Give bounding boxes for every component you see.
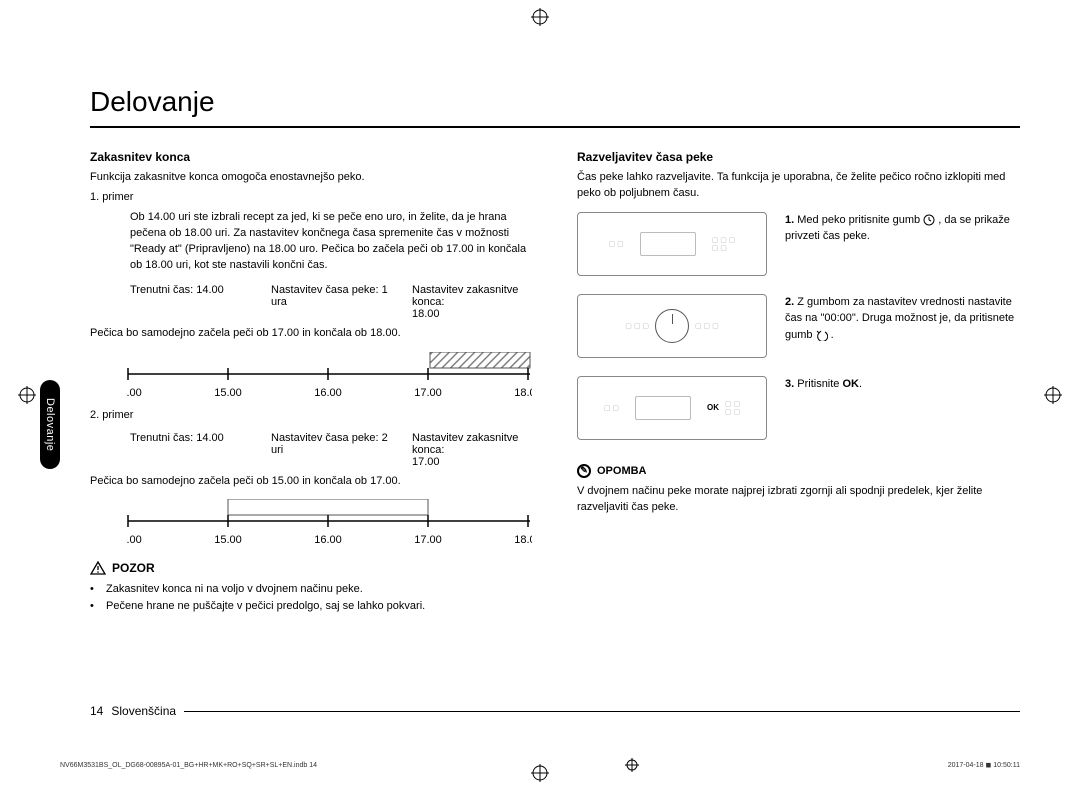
note-heading: ✎ OPOMBA <box>577 464 1020 478</box>
example2-label: 2. primer <box>90 408 533 424</box>
svg-text:18.00: 18.00 <box>514 534 532 546</box>
step-3-row: ▢ ▢ OK ▢ ▢▢ ▢ 3. Pritisnite OK. <box>577 376 1020 440</box>
step-3-num: 3. <box>785 378 794 390</box>
timeline-1: 14.00 15.00 16.00 17.00 18.00 <box>126 352 532 400</box>
left-heading: Zakasnitev konca <box>90 150 533 164</box>
control-panel-2: ▢ ▢ ▢ ▢ ▢ ▢ <box>577 294 767 358</box>
right-column: Razveljavitev časa peke Čas peke lahko r… <box>577 150 1020 614</box>
control-panel-3: ▢ ▢ OK ▢ ▢▢ ▢ <box>577 376 767 440</box>
crop-mark-footer <box>625 758 639 772</box>
right-intro: Čas peke lahko razveljavite. Ta funkcija… <box>577 170 1020 202</box>
right-heading: Razveljavitev časa peke <box>577 150 1020 164</box>
step-2-row: ▢ ▢ ▢ ▢ ▢ ▢ 2. Z gumbom za nastavitev vr… <box>577 294 1020 358</box>
left-column: Zakasnitev konca Funkcija zakasnitve kon… <box>90 150 533 614</box>
step-3-text-a: Pritisnite <box>797 378 842 390</box>
svg-text:14.00: 14.00 <box>126 534 142 546</box>
imprint-bar: NV66M3531BS_OL_DG68-00895A-01_BG+HR+MK+R… <box>60 758 1020 772</box>
note-icon: ✎ <box>577 464 591 478</box>
imprint-filename: NV66M3531BS_OL_DG68-00895A-01_BG+HR+MK+R… <box>60 762 317 769</box>
step-1-row: ▢ ▢ ▢ ▢ ▢▢ ▢ 1. Med peko pritisnite gumb… <box>577 212 1020 276</box>
imprint-timestamp: 2017-04-18 ◼ 10:50:11 <box>948 761 1020 769</box>
crop-mark-left <box>18 386 36 404</box>
step-2-num: 2. <box>785 296 794 308</box>
footer-language: Slovenščina <box>111 704 176 718</box>
side-tab: Delovanje <box>40 380 60 469</box>
ex2-current-time: Trenutni čas: 14.00 <box>130 432 251 468</box>
svg-text:16.00: 16.00 <box>314 534 342 546</box>
example1-settings: Trenutni čas: 14.00 Nastavitev časa peke… <box>130 284 533 320</box>
ex2-delay: Nastavitev zakasnitve konca: 17.00 <box>412 432 533 468</box>
note-body: V dvojnem načinu peke morate najprej izb… <box>577 484 1020 516</box>
caution-heading: POZOR <box>90 561 533 575</box>
timeline-2: 14.00 15.00 16.00 17.00 18.00 <box>126 499 532 547</box>
page-title: Delovanje <box>90 86 1020 128</box>
example1-label: 1. primer <box>90 190 533 206</box>
ex1-cook-time: Nastavitev časa peke: 1 ura <box>271 284 392 320</box>
crop-mark-right <box>1044 386 1062 404</box>
svg-text:14.00: 14.00 <box>126 387 142 399</box>
back-icon <box>816 329 828 341</box>
left-intro: Funkcija zakasnitve konca omogoča enosta… <box>90 170 533 186</box>
step-3-text-b: . <box>859 378 862 390</box>
caution-item-1: •Zakasnitev konca ni na voljo v dvojnem … <box>90 581 533 598</box>
warning-icon <box>90 561 106 575</box>
clock-icon <box>923 214 935 226</box>
step-1-num: 1. <box>785 214 794 226</box>
page-footer: 14 Slovenščina <box>90 704 1020 718</box>
svg-text:15.00: 15.00 <box>214 387 242 399</box>
svg-text:18.00: 18.00 <box>514 387 532 399</box>
example2-result: Pečica bo samodejno začela peči ob 15.00… <box>90 474 533 490</box>
step-3-ok: OK <box>843 378 860 390</box>
ex2-delay-label: Nastavitev zakasnitve konca: <box>412 432 518 456</box>
ex2-delay-value: 17.00 <box>412 456 440 468</box>
svg-text:15.00: 15.00 <box>214 534 242 546</box>
step-1-text-a: Med peko pritisnite gumb <box>797 214 920 226</box>
svg-text:17.00: 17.00 <box>414 534 442 546</box>
example2-settings: Trenutni čas: 14.00 Nastavitev časa peke… <box>130 432 533 468</box>
ex2-cook-time: Nastavitev časa peke: 2 uri <box>271 432 392 468</box>
step-2-text-b: . <box>831 329 834 341</box>
ex1-delay-value: 18.00 <box>412 308 440 320</box>
caution-item-2: •Pečene hrane ne puščajte v pečici predo… <box>90 598 533 615</box>
svg-text:16.00: 16.00 <box>314 387 342 399</box>
ex1-delay: Nastavitev zakasnitve konca: 18.00 <box>412 284 533 320</box>
svg-text:17.00: 17.00 <box>414 387 442 399</box>
page-number: 14 <box>90 704 103 718</box>
caution-label: POZOR <box>112 561 155 575</box>
example1-body: Ob 14.00 uri ste izbrali recept za jed, … <box>130 210 533 274</box>
control-panel-1: ▢ ▢ ▢ ▢ ▢▢ ▢ <box>577 212 767 276</box>
ex1-current-time: Trenutni čas: 14.00 <box>130 284 251 320</box>
crop-mark-top <box>531 8 549 26</box>
example1-result: Pečica bo samodejno začela peči ob 17.00… <box>90 326 533 342</box>
ex1-delay-label: Nastavitev zakasnitve konca: <box>412 284 518 308</box>
note-label: OPOMBA <box>597 465 647 477</box>
